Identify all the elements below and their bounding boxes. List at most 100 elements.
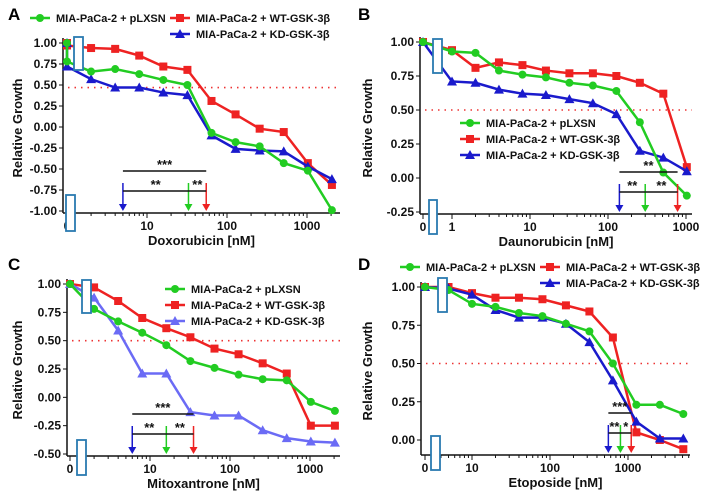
- data-point: [491, 302, 500, 311]
- data-point: [538, 295, 547, 304]
- panel-a: A 1.00 0.75 0.50 0.25 0.00 -0.25 -0.50 -0.75 -1.0…: [8, 5, 340, 248]
- y-axis-label: Relative Growth: [10, 78, 25, 177]
- significance-label: **: [144, 420, 155, 435]
- panel-d: D 1.00 0.75 0.50 0.25 0.00 0 10 100 1000 Etoposide…: [358, 255, 700, 490]
- y-tick-label: -0.50: [34, 447, 62, 461]
- data-point: [234, 370, 243, 379]
- y-tick-label: 0.50: [392, 357, 416, 371]
- data-point: [329, 437, 340, 447]
- ic50-arrowhead-blue: [604, 446, 613, 453]
- x-tick-label: 1000: [673, 220, 700, 234]
- data-point: [306, 421, 315, 430]
- data-point: [545, 278, 555, 287]
- y-tick-label: 0.00: [392, 433, 416, 447]
- data-point: [231, 138, 240, 147]
- data-point: [171, 301, 179, 309]
- panel-label: C: [8, 255, 20, 274]
- legend-label: MIA-PaCa-2 + WT-GSK-3β: [191, 300, 325, 312]
- axis-break-box: [81, 279, 92, 314]
- data-point: [588, 69, 597, 78]
- y-tick-label: 0.25: [34, 99, 58, 113]
- series-line: [422, 40, 688, 168]
- data-point: [138, 314, 147, 322]
- data-point: [90, 304, 99, 313]
- data-point: [541, 66, 550, 75]
- data-point: [66, 280, 74, 288]
- data-point: [565, 78, 574, 87]
- data-point: [634, 145, 645, 155]
- data-point: [114, 297, 123, 305]
- ic50-arrowhead-green: [184, 204, 193, 211]
- data-point: [682, 191, 691, 200]
- data-point: [466, 135, 474, 143]
- series-WT: [421, 283, 688, 454]
- data-point: [279, 128, 288, 137]
- significance-label: **: [192, 177, 203, 192]
- data-point: [541, 73, 550, 82]
- significance-label: **: [609, 419, 620, 434]
- data-point: [611, 109, 622, 119]
- ic50-arrowhead-blue: [615, 205, 624, 212]
- data-point: [306, 397, 315, 406]
- y-tick-label: -0.25: [34, 419, 62, 433]
- y-tick-label: 0.00: [34, 120, 58, 134]
- data-point: [494, 58, 503, 67]
- data-point: [207, 128, 216, 137]
- ic50-arrowhead-red: [627, 446, 636, 453]
- data-point: [493, 84, 504, 94]
- ic50-arrowhead-blue: [128, 447, 137, 454]
- significance-label: **: [627, 178, 638, 193]
- axis-break-box: [73, 36, 84, 71]
- data-point: [159, 75, 168, 84]
- data-point: [470, 77, 481, 87]
- data-point: [631, 416, 642, 426]
- ic50-arrowhead-green: [162, 447, 171, 454]
- data-point: [62, 61, 72, 71]
- data-point: [327, 180, 336, 189]
- data-point: [588, 81, 597, 90]
- y-tick-label: 0.00: [38, 390, 62, 404]
- data-point: [158, 87, 169, 97]
- data-point: [467, 289, 477, 299]
- data-point: [87, 44, 96, 53]
- x-tick-label: 100: [598, 220, 618, 234]
- data-point: [113, 325, 124, 335]
- data-point: [658, 152, 669, 162]
- x-tick-label: 100: [217, 219, 237, 233]
- panel-label: A: [8, 5, 20, 24]
- data-point: [679, 409, 688, 418]
- y-axis-label: Relative Growth: [360, 78, 375, 177]
- data-point: [406, 263, 414, 271]
- panel-label: B: [358, 5, 370, 24]
- data-point: [186, 357, 195, 366]
- data-point: [564, 94, 575, 104]
- axis-break-box: [430, 435, 441, 471]
- data-point: [561, 301, 570, 310]
- data-point: [159, 62, 168, 71]
- series-KD: [418, 37, 692, 176]
- data-point: [258, 375, 267, 384]
- data-point: [135, 70, 144, 79]
- data-point: [330, 421, 339, 430]
- data-point: [170, 316, 180, 325]
- legend-label: MIA-PaCa-2 + pLXSN: [426, 262, 536, 274]
- significance-label: **: [643, 158, 654, 173]
- data-point: [654, 433, 665, 443]
- series-pLXSN: [63, 39, 336, 215]
- y-tick-label: 1.00: [392, 280, 416, 294]
- data-point: [305, 436, 316, 446]
- data-point: [561, 319, 570, 328]
- x-tick-label: 0: [67, 462, 74, 476]
- x-axis-label: Mitoxantrone [nM]: [147, 476, 260, 491]
- data-point: [518, 70, 527, 79]
- y-tick-label: 0.25: [392, 395, 416, 409]
- legend-label: MIA-PaCa-2 + KD-GSK-3β: [486, 150, 620, 162]
- significance-label: ***: [612, 399, 628, 414]
- data-point: [231, 110, 240, 119]
- significance-label: **: [656, 178, 667, 193]
- data-point: [137, 368, 148, 378]
- panel-b: B 1.00 0.75 0.50 0.25 0.00 -0.25 0 1 10 100 1000 Dau…: [358, 5, 700, 249]
- data-point: [471, 63, 480, 72]
- data-point: [233, 410, 244, 420]
- data-point: [491, 293, 500, 302]
